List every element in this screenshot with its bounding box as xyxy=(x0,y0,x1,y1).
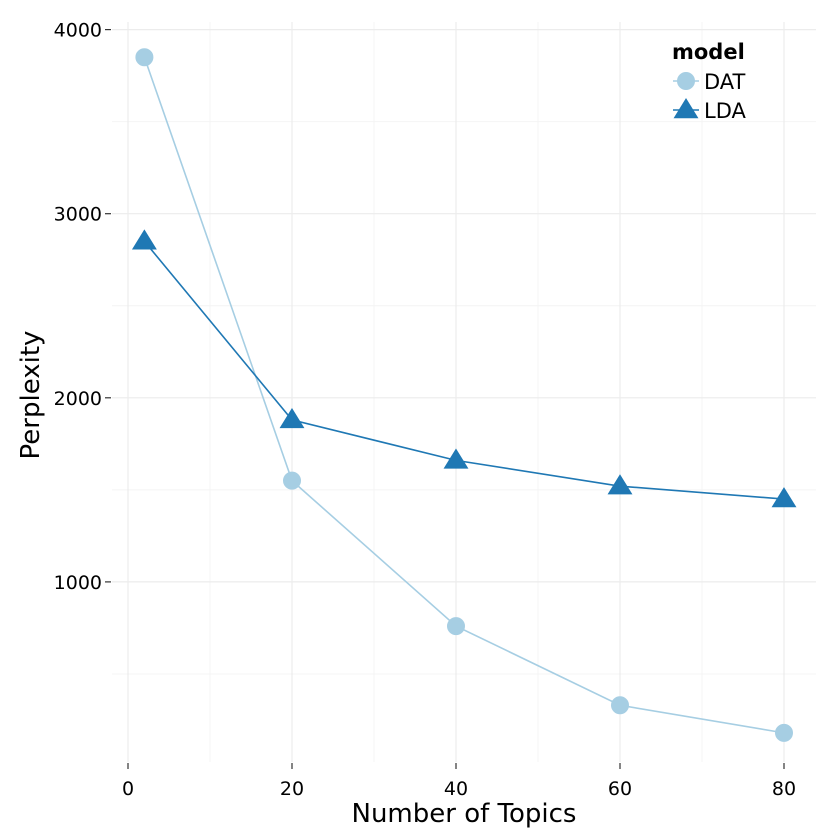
data-point-dat xyxy=(775,723,793,742)
y-tick-label: 4000 xyxy=(54,20,102,42)
minor-gridlines xyxy=(112,22,816,762)
axis-ticks xyxy=(105,29,785,769)
legend-title: model xyxy=(672,40,745,64)
y-tick-label: 2000 xyxy=(54,388,102,410)
x-tick-label: 40 xyxy=(444,778,468,800)
series-lines xyxy=(143,56,785,734)
y-tick-label: 3000 xyxy=(54,204,102,226)
y-axis-title: Perplexity xyxy=(16,331,46,460)
legend-key-lda xyxy=(673,98,699,119)
data-point-lda xyxy=(443,448,469,469)
series-line-lda xyxy=(143,240,785,500)
y-tick-labels: 1000 2000 3000 4000 xyxy=(54,20,102,594)
x-tick-label: 80 xyxy=(772,778,796,800)
x-tick-labels: 0 20 40 60 80 xyxy=(122,778,796,800)
legend: model DAT LDA xyxy=(672,40,747,123)
legend-key-dat xyxy=(677,72,695,90)
data-point-lda xyxy=(279,407,305,429)
y-tick-label: 1000 xyxy=(54,572,102,594)
legend-label-lda: LDA xyxy=(704,99,747,123)
x-tick-label: 20 xyxy=(280,778,304,800)
series-points xyxy=(131,48,797,742)
data-point-lda xyxy=(131,229,157,250)
data-point-lda xyxy=(771,487,797,508)
series-line-dat xyxy=(143,56,785,734)
data-point-dat xyxy=(135,48,154,67)
major-gridlines xyxy=(112,22,816,762)
data-point-dat xyxy=(283,471,301,490)
data-point-lda xyxy=(607,474,633,495)
x-axis-title: Number of Topics xyxy=(352,799,577,829)
data-point-dat xyxy=(447,617,465,636)
data-point-dat xyxy=(611,696,629,715)
legend-label-dat: DAT xyxy=(704,70,746,94)
x-tick-label: 60 xyxy=(608,778,632,800)
x-tick-label: 0 xyxy=(122,778,134,800)
